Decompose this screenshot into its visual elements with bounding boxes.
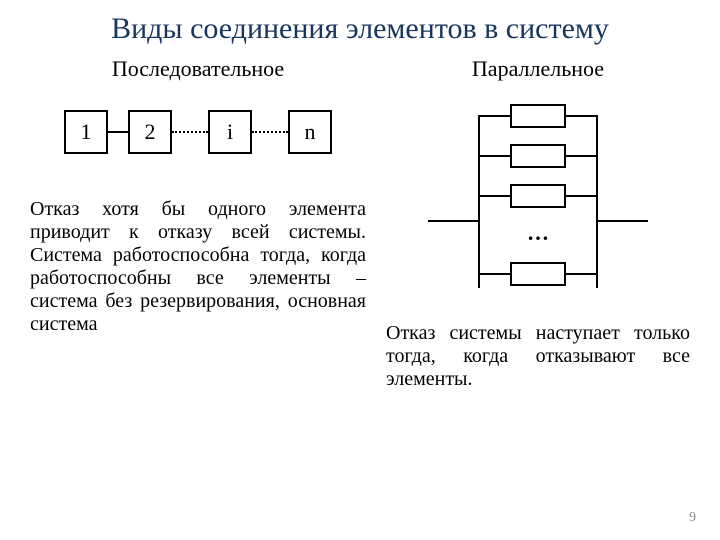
parallel-stub (478, 195, 510, 197)
serial-box-n: n (288, 110, 332, 154)
parallel-stub (566, 195, 598, 197)
parallel-row-2 (478, 142, 598, 170)
page-title: Виды соединения элементов в систему (0, 0, 720, 46)
parallel-stub (478, 273, 510, 275)
serial-column: Последовательное 1 2 i n Отказ хотя бы о… (30, 56, 376, 391)
parallel-box (510, 104, 566, 128)
parallel-box (510, 144, 566, 168)
serial-box-2: 2 (128, 110, 172, 154)
parallel-entry-wire-right (598, 220, 648, 222)
serial-box-i: i (208, 110, 252, 154)
parallel-ellipsis: … (478, 222, 598, 244)
serial-box-1: 1 (64, 110, 108, 154)
parallel-subtitle: Параллельное (386, 56, 690, 82)
content-columns: Последовательное 1 2 i n Отказ хотя бы о… (0, 56, 720, 391)
parallel-box (510, 262, 566, 286)
parallel-box (510, 184, 566, 208)
parallel-row-n (478, 260, 598, 288)
parallel-entry-wire-left (428, 220, 478, 222)
parallel-stub (566, 273, 598, 275)
parallel-stub (566, 155, 598, 157)
parallel-row-3 (478, 182, 598, 210)
serial-wire (108, 131, 128, 133)
parallel-description: Отказ системы наступает только тогда, ко… (386, 322, 690, 391)
serial-diagram: 1 2 i n (30, 102, 366, 162)
page-number: 9 (689, 510, 696, 526)
parallel-diagram: … (428, 102, 648, 302)
parallel-stub (478, 155, 510, 157)
parallel-row-1 (478, 102, 598, 130)
serial-description: Отказ хотя бы одного элемента приводит к… (30, 198, 366, 336)
parallel-column: Параллельное … (376, 56, 690, 391)
parallel-stub (478, 115, 510, 117)
serial-ellipsis-wire (172, 131, 208, 133)
serial-subtitle: Последовательное (30, 56, 366, 82)
serial-ellipsis-wire (252, 131, 288, 133)
parallel-stub (566, 115, 598, 117)
